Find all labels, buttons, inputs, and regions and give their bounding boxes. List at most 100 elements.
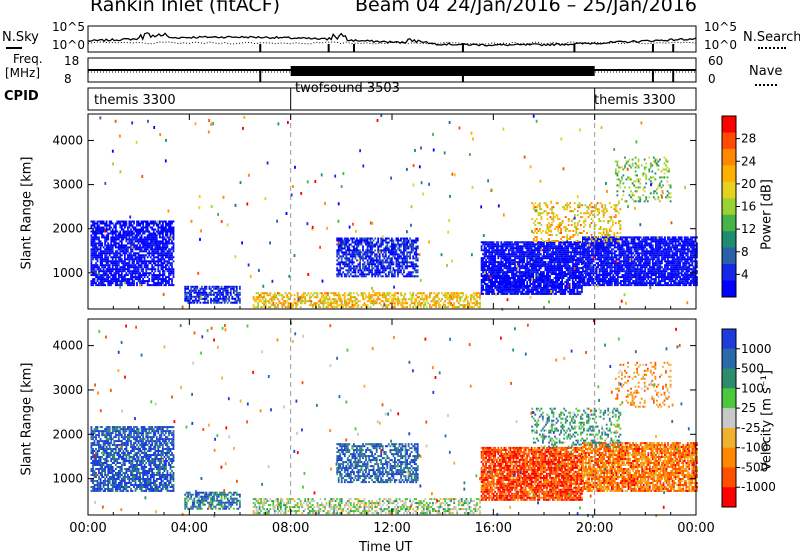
echo-cell: [502, 263, 504, 265]
echo-cell: [228, 296, 230, 298]
echo-cell: [514, 259, 516, 261]
echo-cell: [484, 257, 486, 259]
echo-cell: [494, 257, 496, 259]
echo-cell: [164, 262, 166, 264]
echo-cell: [548, 273, 550, 275]
echo-cell: [154, 268, 156, 270]
echo-cell: [438, 292, 440, 294]
echo-cell: [358, 242, 360, 244]
echo-cell: [336, 259, 338, 261]
echo-cell: [385, 273, 387, 275]
echo-cell: [487, 283, 489, 285]
echo-cell: [112, 266, 114, 268]
echo-cell: [126, 225, 128, 227]
echo-cell: [593, 272, 595, 274]
echo-cell: [487, 249, 489, 251]
echo-cell: [148, 274, 150, 276]
echo-cell: [147, 266, 149, 268]
echo-cell: [121, 250, 123, 252]
echo-cell: [435, 304, 437, 306]
echo-cell: [303, 294, 305, 296]
echo-cell: [396, 240, 398, 242]
echo-cell: [585, 244, 587, 246]
echo-cell: [510, 291, 512, 293]
echo-cell: [184, 290, 186, 292]
echo-cell: [513, 249, 515, 251]
echo-cell: [532, 251, 534, 253]
echo-cell: [510, 277, 512, 279]
echo-cell: [429, 304, 431, 306]
echo-cell: [362, 259, 364, 261]
echo-cell: [342, 242, 344, 244]
echo-cell: [563, 271, 565, 273]
echo-cell: [154, 233, 156, 235]
echo-cell: [517, 241, 519, 243]
echo-cell: [167, 229, 169, 231]
echo-cell: [593, 284, 595, 286]
echo-cell: [394, 273, 396, 275]
echo-cell: [428, 302, 430, 304]
echo-cell: [548, 261, 550, 263]
echo-cell: [364, 263, 366, 265]
echo-cell: [403, 251, 405, 253]
echo-cell: [167, 254, 169, 256]
echo-cell: [219, 296, 221, 298]
echo-cell: [555, 277, 557, 279]
echo-cell: [91, 221, 93, 223]
echo-cell: [356, 259, 358, 261]
echo-cell: [523, 257, 525, 259]
echo-cell: [438, 302, 440, 304]
echo-cell: [540, 257, 542, 259]
echo-cell: [350, 273, 352, 275]
echo-cell: [362, 246, 364, 248]
echo-cell: [231, 296, 233, 298]
echo-cell: [582, 258, 584, 260]
echo-cell: [115, 227, 117, 229]
echo-cell: [502, 257, 504, 259]
echo-cell: [95, 244, 97, 246]
echo-cell: [259, 296, 261, 298]
echo-cell: [103, 276, 105, 278]
echo-cell: [396, 246, 398, 248]
echo-cell: [144, 282, 146, 284]
echo-cell: [132, 231, 134, 233]
echo-cell: [379, 257, 381, 259]
echo-cell: [482, 285, 484, 287]
echo-cell: [591, 262, 593, 264]
echo-cell: [98, 242, 100, 244]
echo-cell: [377, 248, 379, 250]
echo-cell: [97, 250, 99, 252]
echo-cell: [517, 263, 519, 265]
echo-cell: [570, 241, 572, 243]
echo-cell: [144, 246, 146, 248]
echo-cell: [494, 245, 496, 247]
echo-cell: [365, 253, 367, 255]
echo-cell: [523, 283, 525, 285]
echo-cell: [434, 292, 436, 294]
echo-cell: [129, 233, 131, 235]
echo-cell: [424, 302, 426, 304]
echo-cell: [212, 290, 214, 292]
echo-cell: [596, 272, 598, 274]
echo-cell: [138, 262, 140, 264]
echo-cell: [487, 287, 489, 289]
echo-cell: [168, 276, 170, 278]
echo-cell: [112, 229, 114, 231]
echo-cell: [502, 277, 504, 279]
echo-cell: [502, 249, 504, 251]
echo-cell: [121, 272, 123, 274]
echo-cell: [164, 258, 166, 260]
echo-cell: [367, 240, 369, 242]
echo-cell: [98, 268, 100, 270]
echo-cell: [207, 302, 209, 304]
echo-cell: [563, 261, 565, 263]
echo-cell: [133, 282, 135, 284]
echo-cell: [494, 267, 496, 269]
echo-cell: [113, 280, 115, 282]
echo-cell: [136, 231, 138, 233]
echo-cell: [167, 264, 169, 266]
echo-cell: [239, 292, 241, 294]
echo-cell: [593, 266, 595, 268]
echo-cell: [402, 294, 404, 296]
echo-cell: [294, 300, 296, 302]
